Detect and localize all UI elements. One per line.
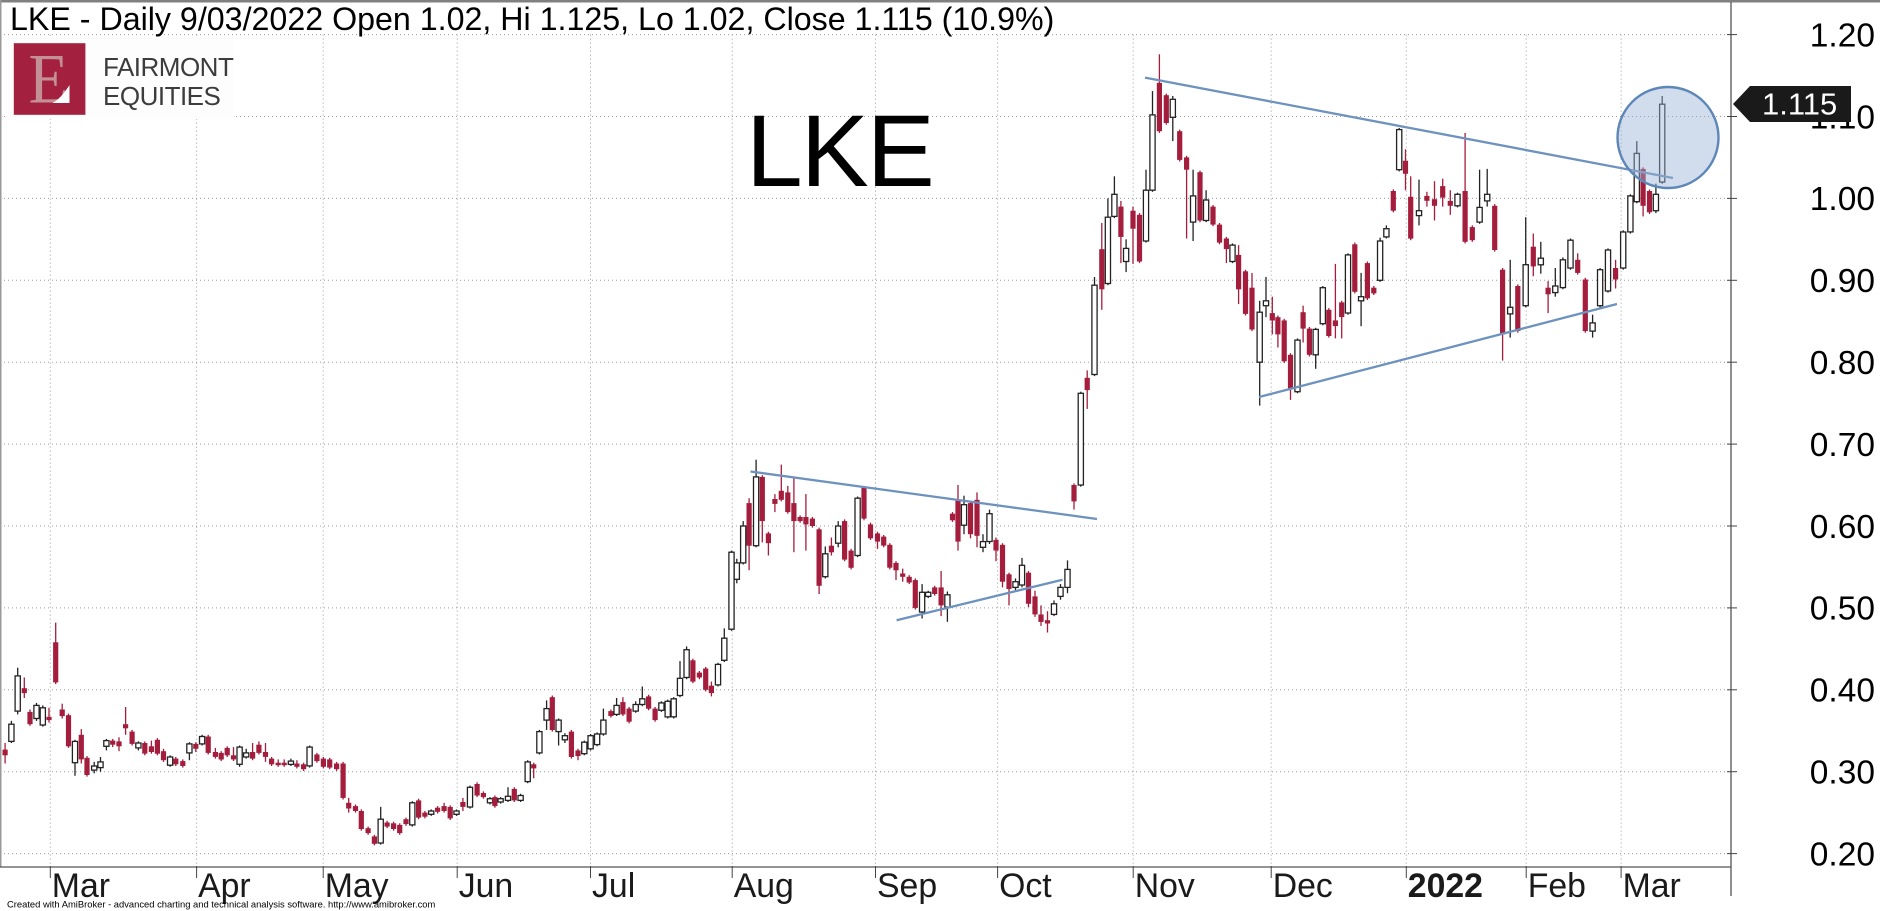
svg-text:Dec: Dec [1273, 867, 1333, 905]
svg-text:1.00: 1.00 [1810, 181, 1875, 218]
svg-text:Mar: Mar [1623, 867, 1681, 905]
svg-text:0.40: 0.40 [1810, 673, 1875, 710]
svg-text:0.70: 0.70 [1810, 427, 1875, 464]
svg-text:1.20: 1.20 [1810, 17, 1875, 54]
svg-text:Jul: Jul [592, 867, 635, 905]
svg-text:2022: 2022 [1408, 867, 1483, 905]
svg-text:Created with AmiBroker - advan: Created with AmiBroker - advanced charti… [7, 899, 436, 910]
svg-text:Jun: Jun [459, 867, 514, 905]
svg-text:LKE: LKE [746, 94, 933, 208]
svg-text:Feb: Feb [1528, 867, 1586, 905]
svg-text:0.30: 0.30 [1810, 755, 1875, 792]
svg-text:LKE - Daily 9/03/2022 Open 1.0: LKE - Daily 9/03/2022 Open 1.02, Hi 1.12… [10, 1, 1054, 37]
svg-text:May: May [325, 867, 389, 905]
svg-text:0.90: 0.90 [1810, 263, 1875, 300]
svg-text:Aug: Aug [734, 867, 794, 905]
svg-text:0.60: 0.60 [1810, 509, 1875, 546]
svg-text:0.20: 0.20 [1810, 836, 1875, 873]
svg-text:1.115: 1.115 [1762, 87, 1837, 122]
svg-text:Apr: Apr [198, 867, 251, 905]
svg-text:Oct: Oct [999, 867, 1052, 905]
svg-text:FAIRMONT: FAIRMONT [103, 52, 234, 82]
svg-text:E: E [29, 41, 69, 119]
svg-text:Sep: Sep [877, 867, 937, 905]
svg-text:0.80: 0.80 [1810, 345, 1875, 382]
svg-text:Mar: Mar [52, 867, 110, 905]
svg-text:EQUITIES: EQUITIES [103, 81, 221, 111]
svg-text:Nov: Nov [1135, 867, 1195, 905]
svg-text:0.50: 0.50 [1810, 591, 1875, 628]
